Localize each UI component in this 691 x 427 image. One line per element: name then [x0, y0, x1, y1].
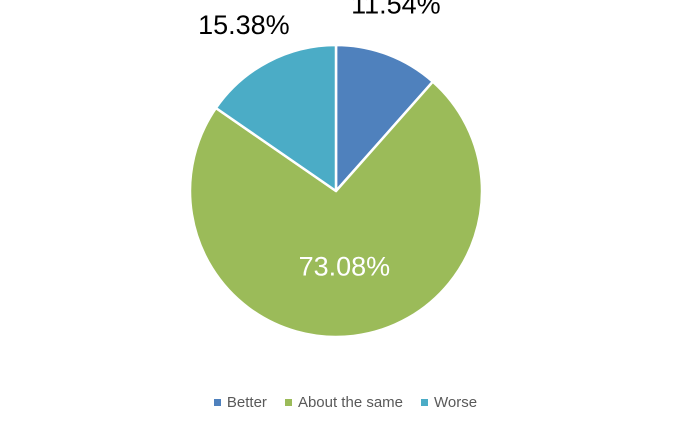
pie-slices — [188, 43, 484, 339]
pie-slice-better — [334, 43, 435, 193]
legend-item-about-the-same: About the same — [284, 393, 404, 411]
legend-label-better: Better — [226, 393, 267, 411]
data-label-worse: 15.38% — [198, 10, 290, 40]
legend-swatch-about-the-same — [284, 398, 292, 406]
pie-data-labels: 11.54% 73.08% 15.38% — [198, 0, 441, 282]
legend-item-worse: Worse — [421, 394, 477, 411]
data-label-about-the-same: 73.08% — [299, 252, 391, 282]
legend-item-better: Better — [213, 393, 267, 411]
pie-slice-worse — [214, 43, 338, 193]
legend-label-worse: Worse — [434, 393, 478, 411]
pie-slice-about-the-same — [188, 80, 484, 339]
legend-swatch-better — [213, 398, 221, 406]
data-label-better: 11.54% — [351, 0, 441, 20]
legend: Better About the same Worse — [0, 391, 691, 413]
legend-swatch-worse — [421, 398, 429, 406]
legend-label-about-the-same: About the same — [297, 393, 404, 411]
